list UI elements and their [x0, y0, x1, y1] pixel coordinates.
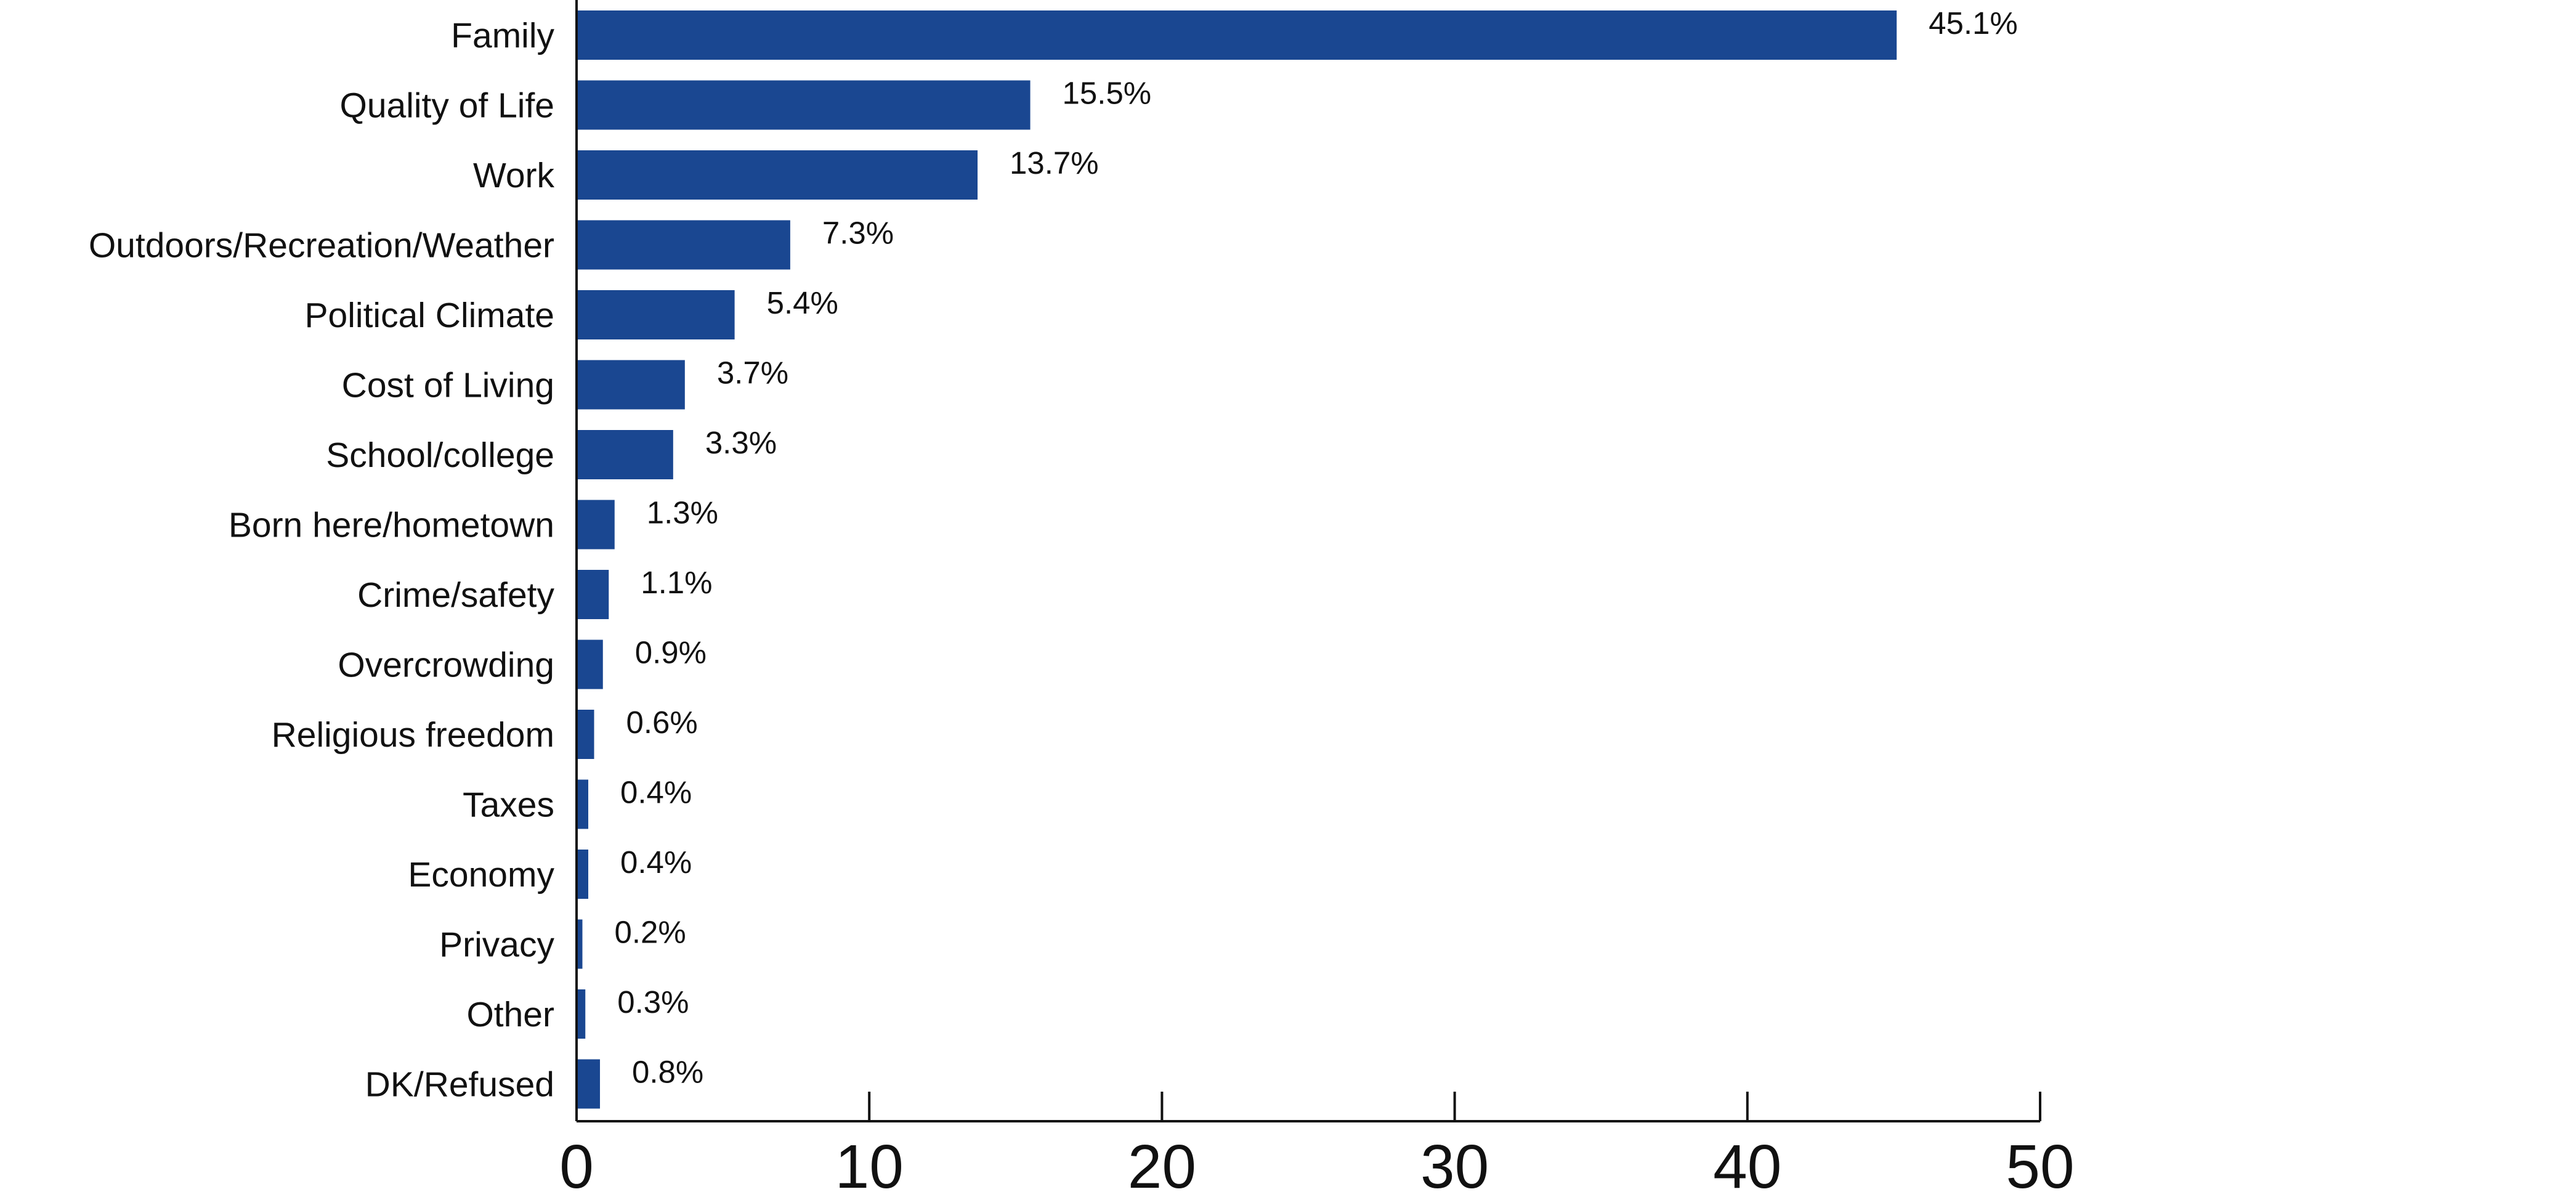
value-label-work: 13.7% [1010, 145, 1099, 181]
value-label-overcrowding: 0.9% [635, 635, 707, 670]
value-label-family: 45.1% [1929, 6, 2018, 41]
value-label-outdoors-recreation-weather: 7.3% [822, 216, 894, 251]
bar-work [577, 150, 978, 200]
value-label-school-college: 3.3% [705, 425, 777, 460]
category-label-other: Other [466, 995, 554, 1034]
value-label-other: 0.3% [617, 984, 689, 1020]
category-label-family: Family [451, 16, 554, 55]
category-label-political-climate: Political Climate [305, 296, 554, 335]
bar-outdoors-recreation-weather [577, 220, 790, 270]
category-label-school-college: School/college [326, 436, 554, 475]
value-label-political-climate: 5.4% [767, 285, 838, 320]
category-label-economy: Economy [408, 855, 554, 895]
value-label-economy: 0.4% [620, 845, 692, 880]
bar-dk-refused [577, 1059, 601, 1109]
value-label-religious-freedom: 0.6% [626, 705, 698, 740]
bar-privacy [577, 919, 583, 969]
x-tick-label-10: 10 [835, 1132, 904, 1197]
bar-crime-safety [577, 570, 609, 619]
category-label-quality-of-life: Quality of Life [339, 86, 554, 126]
category-label-privacy: Privacy [439, 925, 554, 965]
bar-economy [577, 850, 589, 899]
bar-family [577, 10, 1897, 60]
bar-quality-of-life [577, 80, 1031, 130]
axes-group: 0 10 20 30 40 50 [559, 0, 2075, 1197]
bar-religious-freedom [577, 710, 594, 759]
bar-cost-of-living [577, 360, 685, 410]
category-label-religious-freedom: Religious freedom [272, 715, 554, 755]
category-labels-group: Family Quality of Life Work Outdoors/Recrea… [89, 16, 555, 1105]
bar-born-here-hometown [577, 500, 615, 550]
x-tick-label-30: 30 [1420, 1132, 1489, 1197]
value-label-taxes: 0.4% [620, 775, 692, 810]
bar-political-climate [577, 290, 735, 339]
x-tick-label-0: 0 [559, 1132, 594, 1197]
category-label-outdoors-recreation-weather: Outdoors/Recreation/Weather [89, 226, 554, 266]
bar-school-college [577, 430, 673, 479]
x-tick-label-50: 50 [2006, 1132, 2074, 1197]
value-label-cost-of-living: 3.7% [717, 355, 788, 391]
x-tick-label-20: 20 [1128, 1132, 1196, 1197]
category-label-dk-refused: DK/Refused [365, 1065, 554, 1105]
value-label-quality-of-life: 15.5% [1063, 76, 1152, 111]
category-label-taxes: Taxes [463, 785, 554, 825]
category-label-crime-safety: Crime/safety [357, 575, 554, 615]
bar-other [577, 989, 586, 1039]
value-labels-group: 45.1% 15.5% 13.7% 7.3% 5.4% 3.7% 3.3% 1.3% 1.1% 0… [615, 6, 2018, 1090]
bars-group [577, 10, 1897, 1109]
value-label-crime-safety: 1.1% [641, 565, 712, 600]
value-label-dk-refused: 0.8% [632, 1055, 703, 1090]
category-label-born-here-hometown: Born here/hometown [229, 506, 554, 545]
category-label-work: Work [473, 156, 554, 195]
bar-taxes [577, 779, 589, 829]
category-label-cost-of-living: Cost of Living [342, 366, 554, 405]
category-label-overcrowding: Overcrowding [338, 646, 554, 685]
x-tick-label-40: 40 [1713, 1132, 1781, 1197]
value-label-privacy: 0.2% [615, 915, 686, 950]
value-label-born-here-hometown: 1.3% [647, 495, 718, 530]
bar-overcrowding [577, 639, 603, 689]
